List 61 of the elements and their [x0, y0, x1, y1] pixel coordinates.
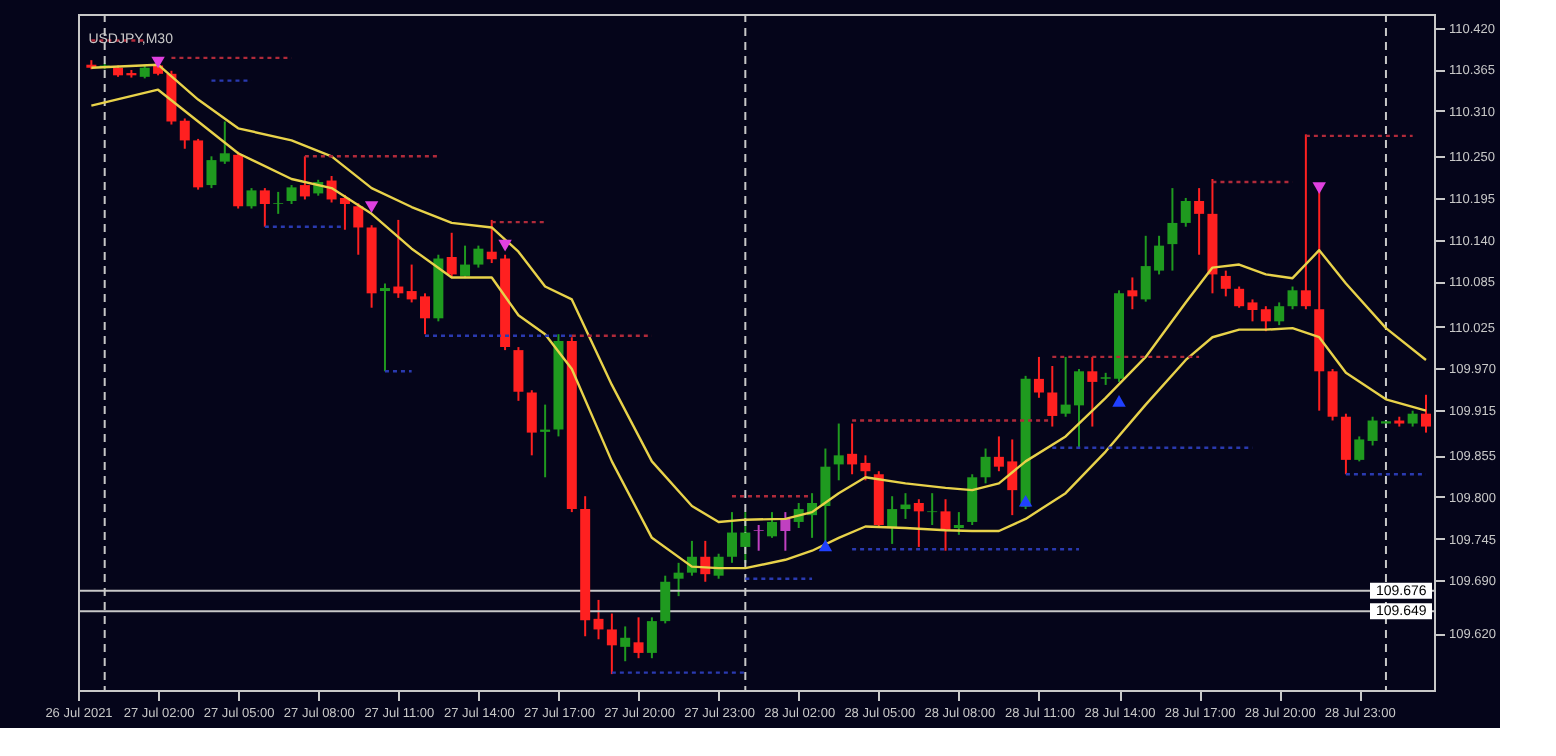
- point: [498, 239, 512, 252]
- candlestick: [1180, 196, 1191, 228]
- candlestick: [660, 574, 671, 625]
- candlestick: [953, 511, 964, 536]
- candlestick: [833, 422, 844, 482]
- candlestick: [1340, 412, 1351, 476]
- candlestick: [246, 187, 257, 210]
- candlestick: [1167, 187, 1178, 272]
- candlestick: [193, 137, 204, 191]
- candlestick: [1060, 355, 1071, 418]
- candlestick: [1354, 435, 1365, 463]
- candlestick: [980, 447, 991, 485]
- candlestick: [1087, 355, 1098, 428]
- candlestick: [927, 492, 938, 526]
- candlestick: [273, 190, 284, 215]
- candlestick: [940, 498, 951, 552]
- candlestick: [259, 187, 270, 228]
- candlestick: [633, 616, 644, 660]
- candlestick: [646, 616, 657, 660]
- candlestick: [473, 244, 484, 269]
- candlestick: [460, 244, 471, 280]
- point: [151, 56, 165, 69]
- candlestick: [446, 231, 457, 279]
- candlestick: [753, 523, 764, 552]
- candlestick: [179, 117, 190, 150]
- candlestick: [1033, 355, 1044, 399]
- candlestick: [1127, 276, 1138, 311]
- point: [1112, 395, 1126, 407]
- candlestick: [620, 625, 631, 663]
- candlestick: [1220, 269, 1231, 298]
- candlestick: [206, 155, 217, 190]
- candlestick: [673, 561, 684, 598]
- candlestick: [767, 511, 778, 539]
- candlestick: [1287, 285, 1298, 311]
- candlestick: [219, 120, 230, 165]
- candlestick: [713, 552, 724, 580]
- point: [364, 201, 379, 213]
- candlestick: [593, 598, 604, 641]
- point: [1018, 494, 1033, 507]
- candlestick: [1073, 368, 1084, 450]
- candlestick: [780, 511, 791, 552]
- candlestick: [1260, 305, 1271, 333]
- candlestick: [286, 184, 297, 206]
- candlestick: [513, 346, 524, 402]
- candlestick: [1420, 393, 1431, 434]
- candlestick: [379, 282, 390, 373]
- candlestick: [913, 498, 924, 548]
- point: [1312, 182, 1326, 194]
- candlestick: [887, 495, 898, 545]
- candlestick: [1274, 301, 1285, 327]
- candlestick: [299, 155, 310, 201]
- candlestick: [1047, 365, 1058, 428]
- candlestick: [967, 473, 978, 526]
- candlestick: [486, 218, 497, 265]
- candlestick: [1194, 187, 1205, 256]
- candlestick: [606, 612, 617, 676]
- candlestick: [1300, 133, 1311, 311]
- candlestick: [526, 389, 537, 457]
- candlestick: [353, 202, 364, 256]
- point: [818, 539, 833, 552]
- candlestick: [1327, 368, 1338, 422]
